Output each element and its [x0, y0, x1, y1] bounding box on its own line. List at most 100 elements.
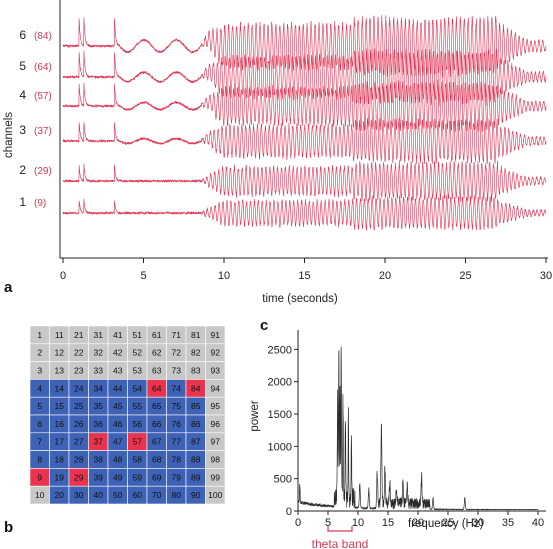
frequency-tick-label: 10 [352, 517, 364, 529]
electrode-number: 96 [211, 419, 221, 429]
electrode-number: 29 [74, 472, 84, 482]
channel-electrode-label: (37) [34, 126, 52, 137]
panel-c-power-spectrum: 0 5 10 15 20 25 30 35 40 0 500 1000 1500 2000 2500 fr… [249, 317, 546, 549]
channel-number-label: 3 [19, 123, 26, 137]
power-spectrum-line [297, 346, 539, 511]
electrode-number: 5 [37, 401, 42, 411]
electrode-number: 65 [152, 401, 162, 411]
panel-letter-c: c [260, 317, 268, 334]
electrode-number: 51 [133, 330, 143, 340]
frequency-tick-label: 20 [412, 517, 424, 529]
channel-labels: 1 (9) 2 (29) 3 (37) 4 (57) 5 (64) 6 (84) [19, 28, 51, 209]
electrode-number: 89 [191, 472, 201, 482]
electrode-number: 97 [211, 437, 221, 447]
channel-electrode-label: (64) [34, 62, 52, 73]
electrode-number: 74 [172, 383, 182, 393]
electrode-number: 72 [172, 348, 182, 358]
frequency-tick-label: 0 [295, 517, 301, 529]
frequency-tick-label: 40 [532, 517, 544, 529]
electrode-number: 59 [133, 472, 143, 482]
electrode-number: 35 [94, 401, 104, 411]
electrode-number: 41 [113, 330, 123, 340]
time-tick-label: 15 [298, 270, 310, 282]
electrode-number: 78 [172, 455, 182, 465]
electrode-number: 43 [113, 366, 123, 376]
panel-b-electrode-grid: 1 11 21 31 41 51 61 71 81 912 12 22 32 42 52 62 72 82 923 1… [4, 325, 226, 536]
electrode-number: 32 [94, 348, 104, 358]
electrode-number: 99 [211, 472, 221, 482]
channel-number-label: 1 [19, 195, 26, 209]
electrode-number: 38 [94, 455, 104, 465]
electrode-number: 16 [55, 419, 65, 429]
electrode-number: 63 [152, 366, 162, 376]
channel-electrode-label: (29) [34, 166, 52, 177]
frequency-tick-label: 25 [442, 517, 454, 529]
electrode-number: 14 [55, 383, 65, 393]
electrode-number: 27 [74, 437, 84, 447]
channel-number-label: 4 [19, 88, 26, 102]
panel-letter-a: a [4, 279, 13, 296]
electrode-number: 68 [152, 455, 162, 465]
time-tick-label: 20 [379, 270, 391, 282]
electrode-number: 100 [208, 490, 222, 500]
electrode-number: 12 [55, 348, 65, 358]
electrode-number: 50 [113, 490, 123, 500]
electrode-number: 33 [94, 366, 104, 376]
electrode-number: 71 [172, 330, 182, 340]
electrode-number: 31 [94, 330, 104, 340]
power-tick-label: 1000 [268, 441, 292, 453]
electrode-number: 98 [211, 455, 221, 465]
electrode-number: 17 [55, 437, 65, 447]
theta-band-bracket [327, 526, 353, 532]
eeg-trace-group [62, 15, 547, 232]
electrode-number: 84 [191, 383, 201, 393]
electrode-number: 93 [211, 366, 221, 376]
electrode-number: 25 [74, 401, 84, 411]
electrode-number: 55 [133, 401, 143, 411]
theta-band-label: theta band [312, 537, 369, 549]
electrode-number: 6 [37, 419, 42, 429]
electrode-number: 3 [37, 366, 42, 376]
channel-electrode-label: (9) [34, 198, 46, 209]
time-tick-label: 30 [540, 270, 552, 282]
frequency-tick-label: 35 [502, 517, 514, 529]
electrode-number: 20 [55, 490, 65, 500]
electrode-number: 52 [133, 348, 143, 358]
power-tick-label: 1500 [268, 409, 292, 421]
time-tick-label: 10 [218, 270, 230, 282]
power-axis-ticks: 0 500 1000 1500 2000 2500 [268, 344, 298, 518]
electrode-number: 13 [55, 366, 65, 376]
electrode-number: 62 [152, 348, 162, 358]
power-tick-label: 2000 [268, 377, 292, 389]
electrode-number: 40 [94, 490, 104, 500]
electrode-number: 47 [113, 437, 123, 447]
electrode-number: 58 [133, 455, 143, 465]
panel-a-eeg-traces: 0 5 10 15 20 25 30 1 (9) 2 (29) 3 (37) 4 (57) 5 (64) 6 (8… [3, 0, 552, 305]
electrode-number: 60 [133, 490, 143, 500]
frequency-tick-label: 15 [382, 517, 394, 529]
electrode-number: 34 [94, 383, 104, 393]
time-tick-label: 5 [140, 270, 146, 282]
electrode-number: 81 [191, 330, 201, 340]
channels-axis-label: channels [3, 112, 15, 158]
electrode-number: 11 [55, 330, 64, 340]
electrode-number: 46 [113, 419, 123, 429]
electrode-number: 10 [35, 490, 45, 500]
eeg-trace-channel-1 [62, 194, 547, 232]
electrode-number: 1 [37, 330, 42, 340]
electrode-number: 86 [191, 419, 201, 429]
electrode-number: 87 [191, 437, 201, 447]
electrode-number: 76 [172, 419, 182, 429]
electrode-number: 66 [152, 419, 162, 429]
eeg-trace-channel-3 [62, 117, 547, 165]
electrode-number: 8 [37, 455, 42, 465]
electrode-number: 23 [74, 366, 84, 376]
electrode-number: 73 [172, 366, 182, 376]
electrode-cell [205, 485, 226, 505]
electrode-number: 26 [74, 419, 84, 429]
electrode-number: 22 [74, 348, 84, 358]
electrode-number: 64 [152, 383, 162, 393]
electrode-number: 45 [113, 401, 123, 411]
time-axis-label: time (seconds) [262, 293, 338, 305]
